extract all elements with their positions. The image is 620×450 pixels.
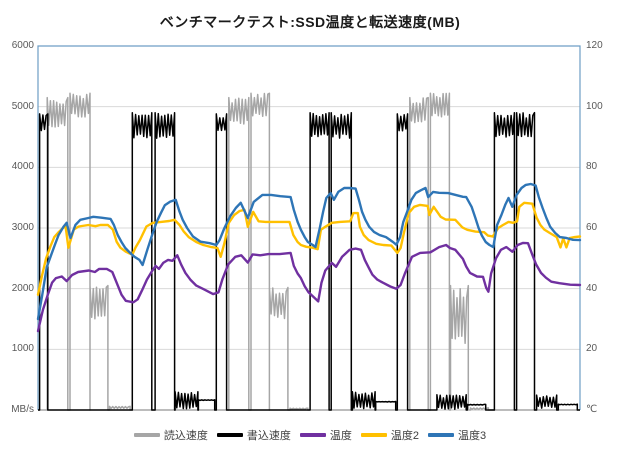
right-axis-unit-label: ℃	[586, 404, 598, 415]
legend-swatch-write	[216, 433, 243, 437]
chart-title: ベンチマークテスト:SSD温度と転送速度(MB)	[159, 14, 461, 30]
plot-border	[37, 45, 581, 410]
legend-item-temp1: 温度	[299, 427, 352, 443]
right-axis-tick-label: 80	[586, 161, 598, 173]
legend-item-temp2: 温度2	[360, 427, 419, 443]
legend-item-write: 書込速度	[216, 427, 291, 443]
right-axis-tick-label: 100	[586, 100, 603, 112]
series-line-temp1	[36, 241, 582, 333]
legend-swatch-read	[133, 433, 160, 437]
legend-label: 読込速度	[163, 430, 208, 442]
legend-item-read: 読込速度	[133, 427, 208, 443]
right-axis-tick-label: 40	[586, 282, 598, 294]
left-axis-tick-label: 2000	[11, 282, 34, 294]
legend-label: 温度3	[458, 430, 487, 442]
series-line-write	[38, 111, 580, 411]
left-axis-tick-label: 5000	[11, 100, 34, 112]
legend: 読込速度 書込速度 温度 温度2 温度3	[0, 427, 620, 443]
right-axis-tick-label: 60	[586, 222, 598, 233]
legend-item-temp3: 温度3	[428, 427, 486, 443]
right-axis-tick-label: 20	[586, 343, 598, 355]
legend-label: 温度	[329, 430, 352, 442]
series-line-temp2	[36, 201, 582, 296]
series-line-temp3	[36, 182, 582, 321]
legend-swatch-temp2	[360, 433, 387, 437]
legend-swatch-temp1	[299, 433, 326, 437]
left-axis-tick-label: 6000	[11, 40, 34, 51]
series-line-read	[38, 92, 580, 411]
left-axis-unit-label: MB/s	[11, 404, 34, 415]
legend-swatch-temp3	[428, 433, 454, 437]
legend-label: 温度2	[390, 430, 419, 442]
left-axis-tick-label: 4000	[11, 161, 34, 173]
left-axis-tick-label: 1000	[11, 343, 34, 355]
right-axis-tick-label: 120	[586, 40, 603, 51]
legend-label: 書込速度	[246, 430, 291, 442]
left-axis-tick-label: 3000	[11, 222, 34, 233]
